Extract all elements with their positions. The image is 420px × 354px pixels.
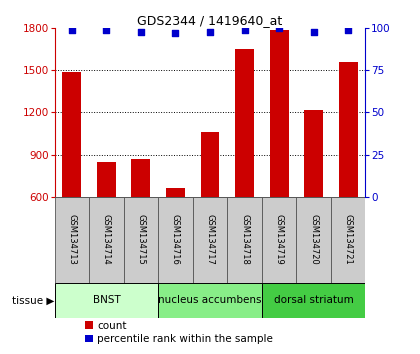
Text: GSM134717: GSM134717 [205, 215, 215, 265]
Bar [123, 196, 158, 283]
Bar [89, 196, 123, 283]
Bar [193, 196, 227, 283]
Text: dorsal striatum: dorsal striatum [274, 295, 354, 306]
Bar [158, 196, 193, 283]
Bar [227, 196, 262, 283]
Text: GSM134721: GSM134721 [344, 215, 353, 265]
Text: GSM134716: GSM134716 [171, 215, 180, 265]
Bar [262, 283, 365, 318]
Bar [131, 159, 150, 196]
Text: GSM134719: GSM134719 [275, 215, 284, 265]
Legend: count, percentile rank within the sample: count, percentile rank within the sample [85, 321, 273, 344]
Point [310, 29, 317, 35]
Text: GSM134715: GSM134715 [136, 215, 145, 265]
Text: nucleus accumbens: nucleus accumbens [158, 295, 262, 306]
Text: GSM134713: GSM134713 [67, 215, 76, 265]
Bar [304, 110, 323, 196]
Point [241, 27, 248, 33]
Point [207, 29, 213, 35]
Bar [262, 196, 297, 283]
Bar [200, 132, 220, 196]
Text: GSM134714: GSM134714 [102, 215, 111, 265]
Text: GSM134718: GSM134718 [240, 215, 249, 265]
Text: tissue ▶: tissue ▶ [11, 295, 54, 306]
Bar [63, 72, 81, 196]
Bar [97, 162, 116, 196]
Text: BNST: BNST [92, 295, 120, 306]
Point [276, 25, 282, 31]
Bar [235, 49, 254, 196]
Point [138, 29, 144, 35]
Point [68, 27, 75, 33]
Bar [270, 30, 289, 196]
Point [172, 30, 179, 36]
Bar [331, 196, 365, 283]
Text: GSM134720: GSM134720 [309, 215, 318, 265]
Point [103, 27, 110, 33]
Bar [166, 188, 185, 196]
Title: GDS2344 / 1419640_at: GDS2344 / 1419640_at [137, 14, 283, 27]
Bar [55, 196, 89, 283]
Bar [339, 62, 357, 196]
Bar [158, 283, 262, 318]
Bar [55, 283, 158, 318]
Point [345, 27, 352, 33]
Bar [297, 196, 331, 283]
